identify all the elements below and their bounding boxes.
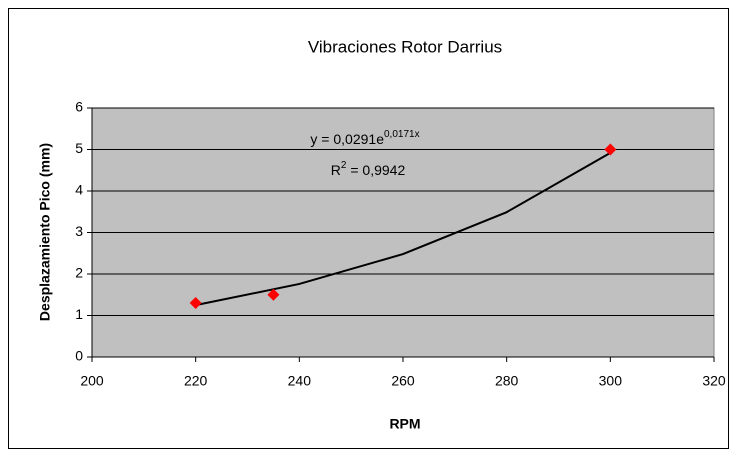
y-tick-label: 6: [75, 99, 83, 115]
trendline: [195, 151, 611, 307]
x-tick-label: 300: [599, 373, 623, 389]
y-axis-label: Desplazamiento Pico (mm): [37, 143, 53, 321]
r-squared: R2 = 0,9942: [331, 160, 406, 178]
equation-exponent: 0,0171x: [384, 129, 420, 140]
y-tick-label: 5: [75, 140, 83, 156]
x-tick-label: 280: [495, 373, 519, 389]
y-tick-label: 0: [75, 348, 83, 364]
x-tick-label: 260: [391, 373, 415, 389]
r-squared-base: R: [331, 162, 341, 178]
trendline-equation: y = 0,0291e0,0171x: [310, 129, 419, 147]
x-tick-label: 240: [288, 373, 312, 389]
x-tick-label: 220: [184, 373, 208, 389]
y-tick-label: 3: [75, 223, 83, 239]
data-point: [604, 143, 617, 156]
y-tick-label: 2: [75, 265, 83, 281]
x-axis-label: RPM: [389, 416, 420, 432]
x-tick-label: 200: [80, 373, 104, 389]
y-tick-label: 1: [75, 306, 83, 322]
data-point: [267, 288, 280, 301]
r-squared-rest: = 0,9942: [346, 162, 405, 178]
chart-title: Vibraciones Rotor Darrius: [308, 37, 502, 56]
x-tick-label: 320: [702, 373, 726, 389]
r-squared-exponent: 2: [341, 160, 347, 171]
equation-base: y = 0,0291e: [310, 131, 384, 147]
y-tick-label: 4: [75, 182, 83, 198]
data-point: [189, 297, 202, 310]
